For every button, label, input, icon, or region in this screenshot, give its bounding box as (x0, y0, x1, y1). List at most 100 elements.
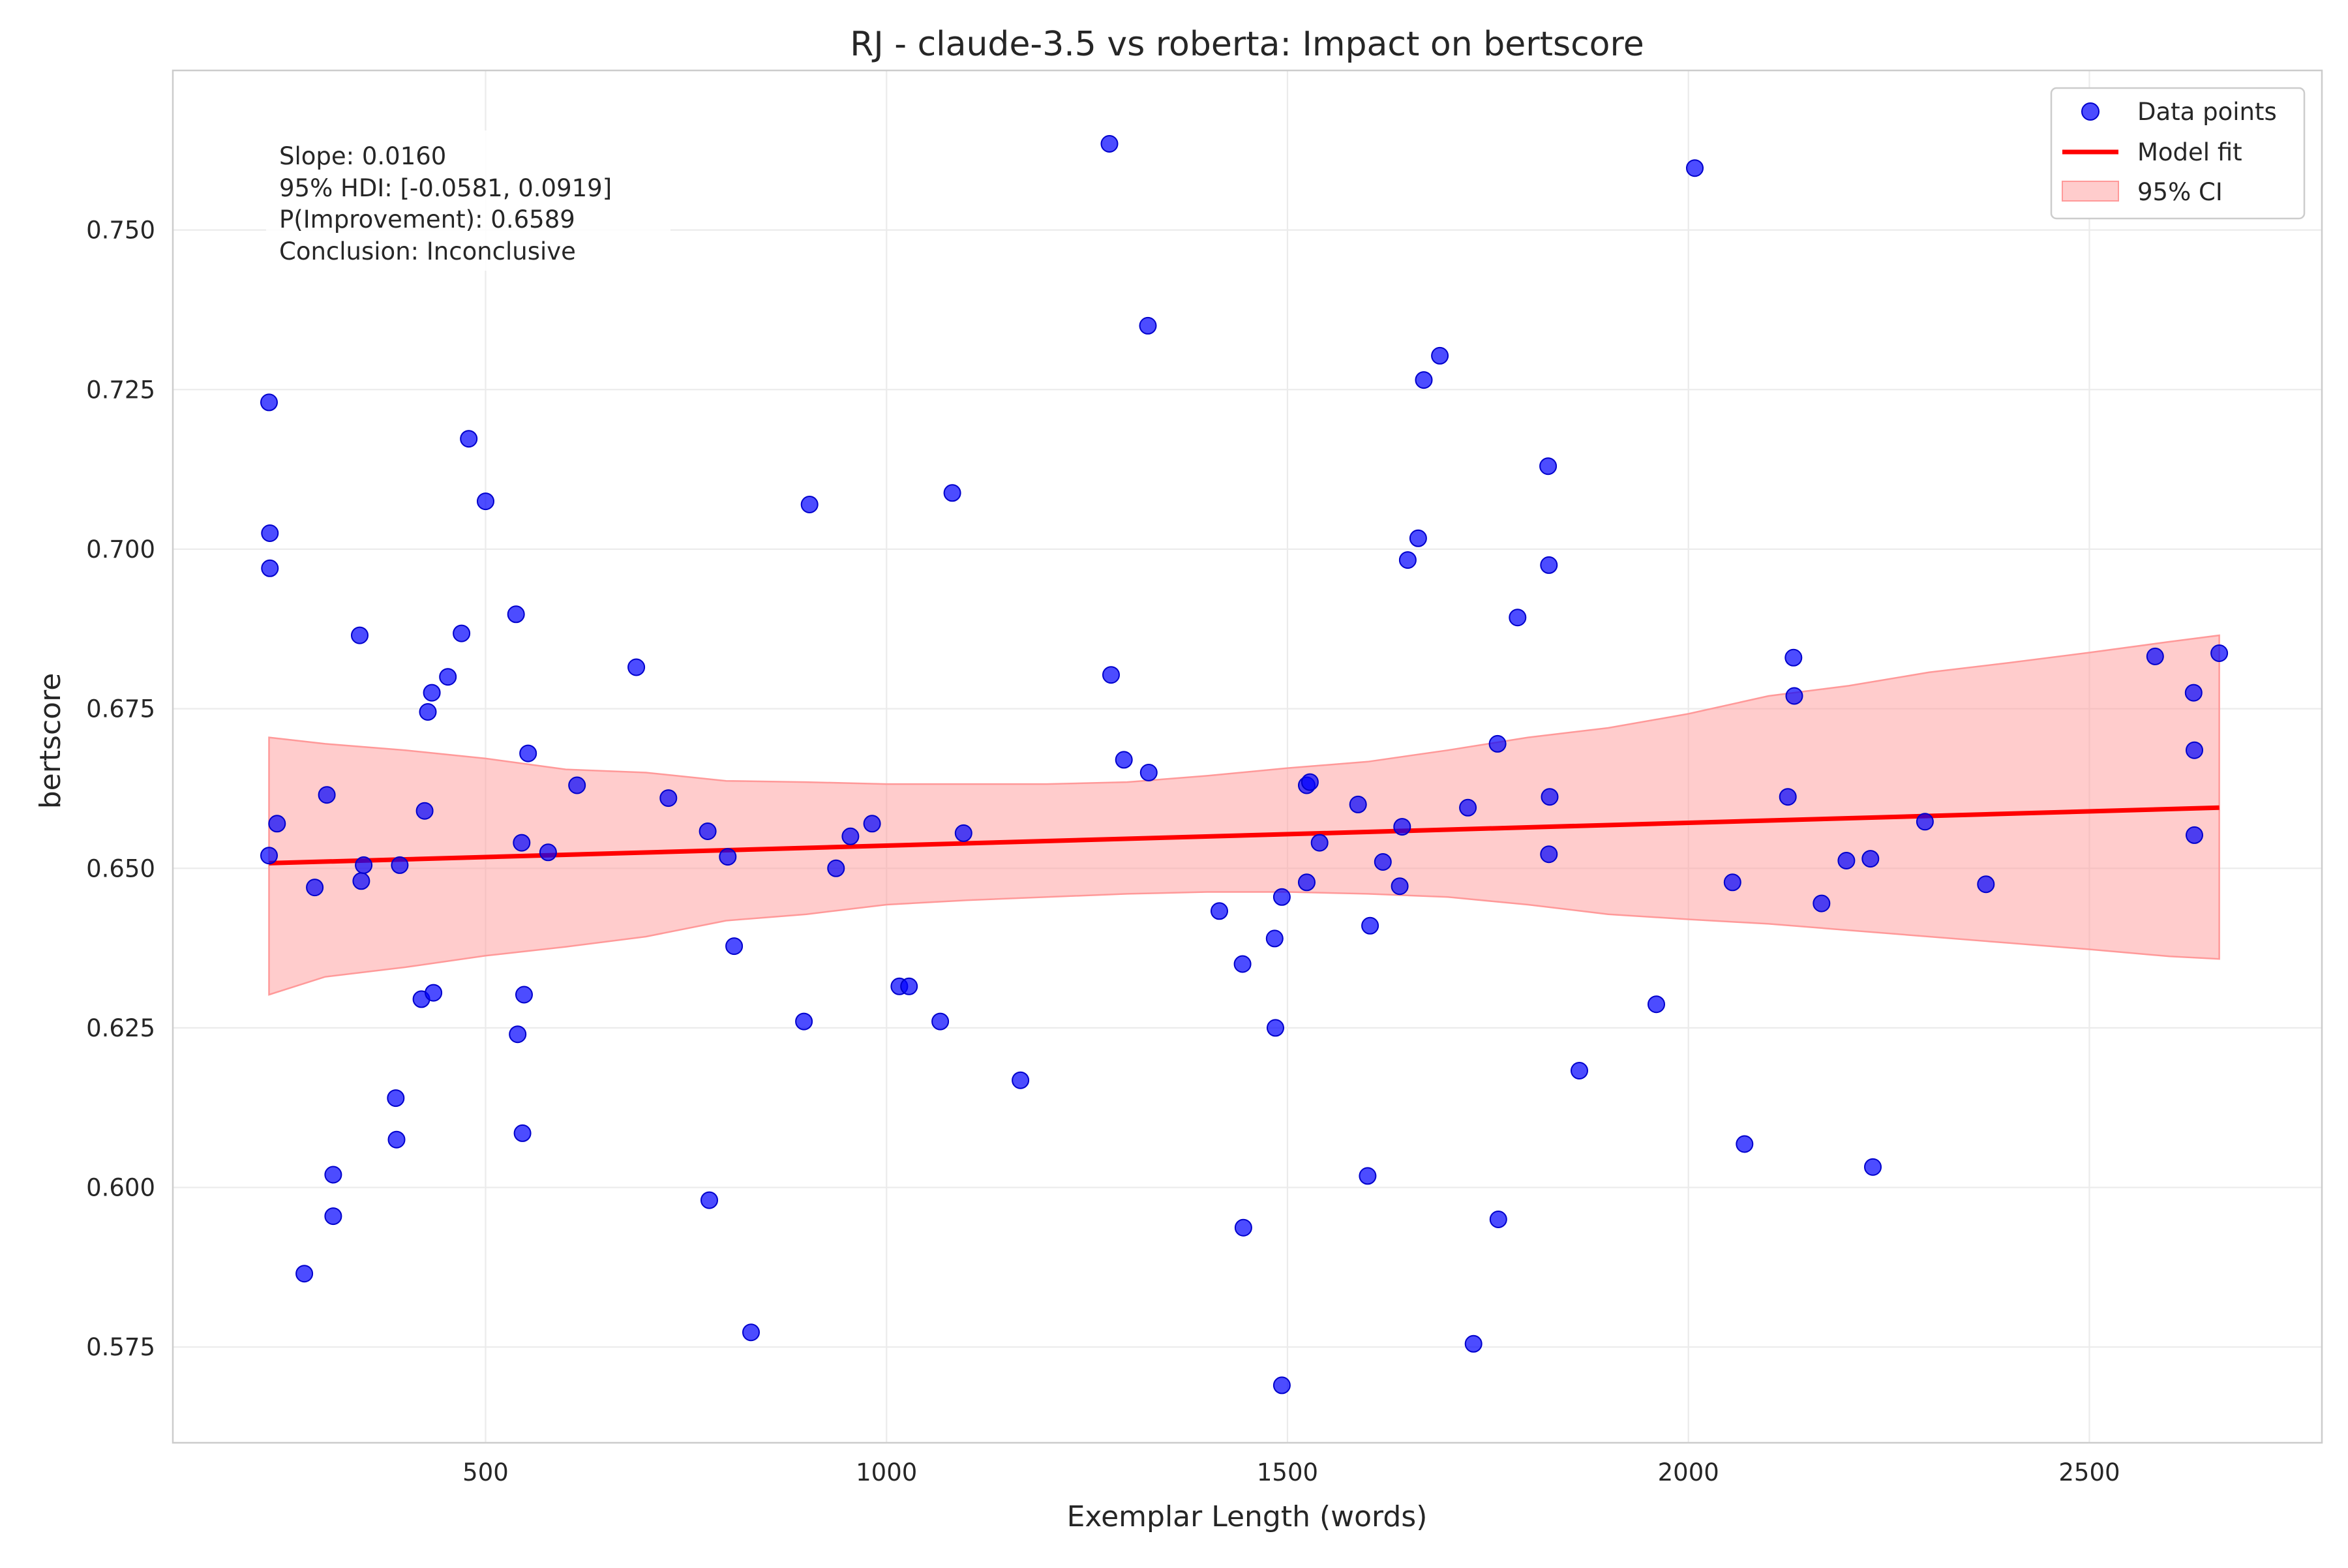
data-point (295, 1265, 314, 1283)
ci-band (268, 634, 2220, 996)
data-point (1415, 371, 1433, 389)
data-point (539, 843, 557, 862)
data-point (519, 744, 537, 762)
data-point (509, 1025, 527, 1044)
data-point (1861, 850, 1880, 868)
annotation-box (266, 130, 670, 271)
data-point (863, 815, 881, 833)
data-point (1784, 648, 1803, 667)
data-point (268, 815, 286, 833)
data-point (453, 624, 471, 642)
data-point (1431, 346, 1449, 365)
annotation-slope: Slope: 0.0160 (279, 142, 446, 170)
data-point (1686, 159, 1704, 177)
data-point (2186, 741, 2203, 759)
data-point (1115, 751, 1133, 769)
y-tick-label: 0.600 (86, 1174, 155, 1202)
data-point (1359, 1167, 1377, 1185)
data-point (460, 430, 478, 448)
data-point (1393, 818, 1411, 836)
data-point (318, 786, 336, 804)
data-point (351, 626, 369, 644)
data-point (1864, 1158, 1882, 1176)
data-point (1102, 666, 1120, 684)
data-point (931, 1012, 950, 1031)
data-point (419, 703, 437, 721)
data-point (261, 524, 279, 542)
data-point (1310, 834, 1329, 852)
data-point (513, 834, 531, 852)
y-tick-label: 0.625 (86, 1014, 155, 1042)
data-point (943, 484, 961, 502)
data-point (1540, 556, 1558, 574)
x-axis-label: Exemplar Length (words) (1067, 1500, 1428, 1533)
legend-points-label: Data points (2137, 98, 2277, 126)
data-point (1409, 529, 1427, 547)
data-point (659, 789, 678, 807)
legend-ci-swatch (2062, 181, 2119, 202)
annotation-hdi: 95% HDI: [-0.0581, 0.0919] (279, 174, 612, 202)
data-point (1540, 845, 1558, 864)
data-point (1785, 687, 1803, 705)
data-point (1349, 795, 1367, 813)
data-point (1398, 551, 1417, 569)
data-point (415, 802, 434, 820)
data-point (2184, 684, 2203, 702)
data-point (324, 1166, 342, 1184)
data-point (1234, 1218, 1252, 1237)
data-point (1267, 1019, 1284, 1037)
data-point (1233, 955, 1252, 973)
data-point (1541, 788, 1559, 806)
data-point (1272, 1376, 1291, 1395)
data-point (1374, 853, 1392, 871)
data-point (954, 824, 972, 842)
fit-line-layer (269, 805, 2220, 866)
ci-band-layer (268, 634, 2220, 996)
data-point (1211, 902, 1228, 920)
data-point (1301, 773, 1319, 791)
data-point (1916, 813, 1934, 831)
data-point (1837, 852, 1856, 869)
y-tick-label: 0.750 (86, 217, 155, 245)
data-point (425, 984, 443, 1002)
stats-annotation: Slope: 0.0160 95% HDI: [-0.0581, 0.0919]… (266, 130, 670, 271)
scatter-points (260, 135, 2229, 1395)
data-point (568, 776, 586, 794)
data-point (2210, 644, 2229, 662)
data-point (1571, 1062, 1588, 1079)
data-point (260, 847, 278, 865)
x-tick-label: 2500 (2058, 1458, 2120, 1486)
data-point (387, 1089, 405, 1108)
y-tick-label: 0.725 (86, 376, 155, 404)
annotation-probability: P(Improvement): 0.6589 (279, 205, 575, 234)
data-point (1298, 873, 1316, 892)
data-point (2146, 647, 2164, 665)
y-tick-label: 0.575 (86, 1333, 155, 1361)
data-point (742, 1323, 760, 1342)
data-point (260, 393, 278, 412)
data-point (1488, 734, 1507, 753)
y-tick-label: 0.700 (86, 535, 155, 564)
data-point (477, 492, 494, 511)
data-point (725, 937, 744, 956)
data-point (699, 822, 717, 840)
data-point (1100, 135, 1119, 153)
data-point (841, 827, 860, 845)
data-point (1459, 798, 1477, 817)
data-point (827, 859, 845, 877)
data-point (719, 848, 737, 866)
annotation-conclusion: Conclusion: Inconclusive (279, 237, 576, 265)
data-point (900, 977, 918, 995)
y-axis-label: bertscore (34, 673, 67, 809)
data-point (627, 658, 646, 676)
data-point (515, 986, 533, 1004)
x-ticks: 500 1000 1500 2000 2500 (462, 1458, 2120, 1486)
data-point (1489, 1211, 1507, 1228)
data-point (1265, 929, 1284, 948)
data-point (1977, 875, 1995, 894)
data-point (1813, 894, 1831, 912)
data-point (507, 605, 525, 624)
x-tick-label: 2000 (1658, 1458, 1719, 1486)
data-point (1391, 877, 1409, 896)
